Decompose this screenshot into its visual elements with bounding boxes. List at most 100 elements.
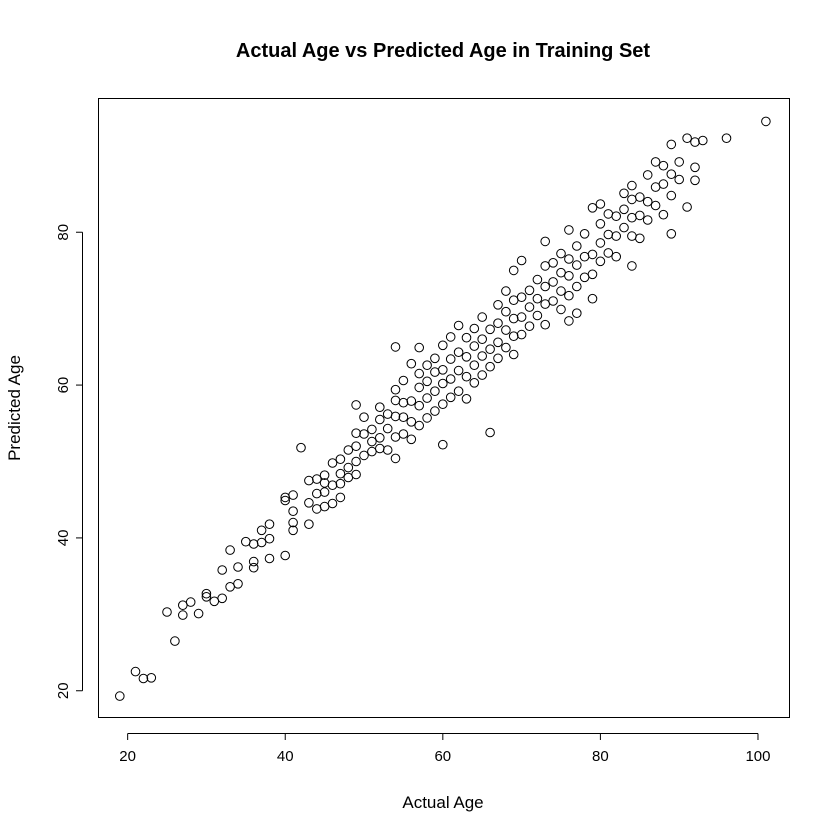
data-point xyxy=(375,443,385,454)
data-point xyxy=(312,488,322,499)
data-point xyxy=(453,386,464,397)
data-point xyxy=(319,501,330,512)
data-point xyxy=(170,636,180,646)
data-point xyxy=(508,265,519,276)
data-point xyxy=(312,474,322,484)
data-point xyxy=(390,342,401,352)
data-point xyxy=(248,539,259,549)
data-point xyxy=(572,308,582,319)
data-point xyxy=(146,673,157,683)
data-point xyxy=(469,378,480,388)
data-point xyxy=(635,192,645,202)
data-point xyxy=(367,424,377,435)
data-point xyxy=(445,374,456,384)
data-point xyxy=(666,139,677,150)
data-point xyxy=(162,607,172,617)
data-point xyxy=(658,209,669,220)
data-point xyxy=(327,458,338,468)
data-point xyxy=(587,203,598,213)
y-tick-label: 40 xyxy=(55,530,72,547)
y-tick-label: 20 xyxy=(55,682,72,699)
data-point xyxy=(564,254,574,264)
data-point xyxy=(288,506,298,517)
data-point xyxy=(524,321,535,332)
data-point xyxy=(658,179,669,189)
data-point xyxy=(414,368,425,379)
data-point xyxy=(367,446,377,457)
data-point xyxy=(256,525,267,536)
data-point xyxy=(532,310,543,321)
data-point xyxy=(445,332,456,342)
data-point xyxy=(485,344,495,355)
data-point xyxy=(390,453,401,464)
data-point xyxy=(256,537,267,548)
data-point xyxy=(390,395,401,406)
data-point xyxy=(241,536,251,547)
data-point xyxy=(414,342,425,353)
data-point xyxy=(548,277,558,287)
data-point xyxy=(556,248,566,259)
data-point xyxy=(430,406,440,416)
data-point xyxy=(587,269,598,280)
plot-area-frame xyxy=(98,98,790,718)
data-point xyxy=(288,490,298,500)
data-point xyxy=(422,376,432,387)
data-point xyxy=(501,342,511,353)
data-point xyxy=(587,293,598,304)
data-point xyxy=(233,579,243,589)
data-point xyxy=(532,293,543,304)
data-point xyxy=(501,325,511,335)
data-point xyxy=(477,312,488,322)
data-point xyxy=(682,133,692,143)
data-point xyxy=(264,519,275,530)
data-point xyxy=(430,353,440,364)
data-point xyxy=(280,550,291,561)
data-point xyxy=(406,434,417,445)
data-point xyxy=(375,414,385,425)
data-point xyxy=(422,413,432,423)
data-point xyxy=(595,238,606,248)
data-point xyxy=(335,468,346,479)
x-tick-label: 20 xyxy=(119,748,136,765)
data-point xyxy=(595,219,606,229)
data-point xyxy=(493,300,503,310)
data-point xyxy=(619,204,629,215)
data-point xyxy=(382,445,393,455)
data-point xyxy=(532,274,543,285)
data-point xyxy=(398,375,409,386)
data-point xyxy=(382,423,393,434)
data-point xyxy=(319,470,330,481)
data-point xyxy=(264,553,275,564)
data-point xyxy=(508,331,519,342)
data-point xyxy=(217,593,227,604)
y-axis-label: Predicted Age xyxy=(5,355,24,461)
data-point xyxy=(414,382,425,393)
data-point xyxy=(390,411,401,422)
data-point xyxy=(319,487,330,497)
data-point xyxy=(572,241,582,251)
data-point xyxy=(603,248,614,258)
data-point xyxy=(438,378,448,389)
data-point xyxy=(178,610,188,620)
data-point xyxy=(579,229,590,239)
data-point xyxy=(674,157,685,167)
data-point xyxy=(453,365,464,376)
data-point xyxy=(288,525,298,536)
data-point xyxy=(406,417,417,427)
data-point xyxy=(572,260,582,270)
data-point xyxy=(650,200,661,211)
data-point xyxy=(445,392,456,403)
data-point xyxy=(461,332,472,343)
data-point xyxy=(375,433,385,443)
data-point xyxy=(225,545,235,555)
data-point xyxy=(493,337,503,348)
data-point xyxy=(611,211,622,221)
data-point xyxy=(367,436,377,447)
data-point xyxy=(453,347,464,358)
data-point xyxy=(619,222,629,233)
data-point xyxy=(611,231,622,241)
data-point xyxy=(461,394,472,404)
data-point xyxy=(572,281,582,292)
data-point xyxy=(304,519,314,530)
